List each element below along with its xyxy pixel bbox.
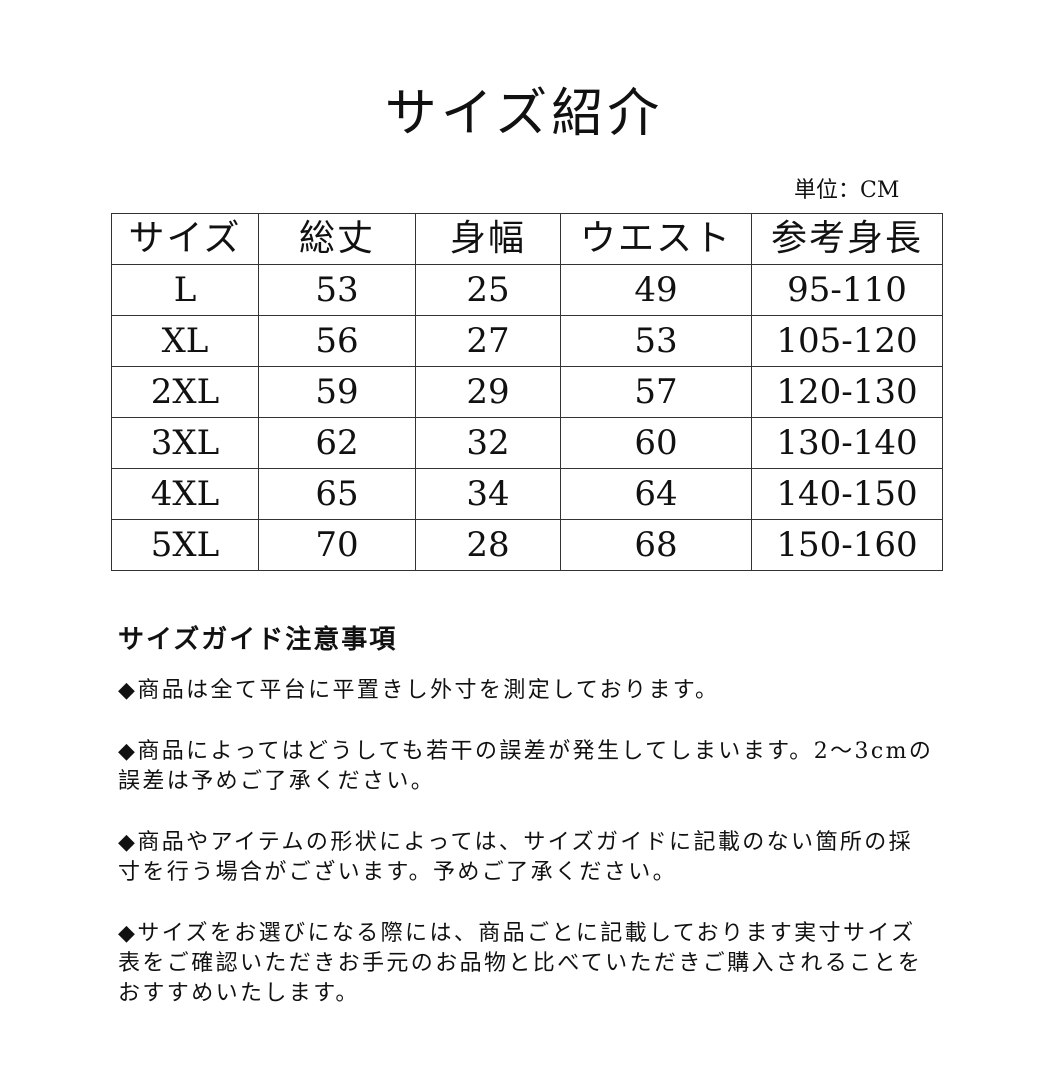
- header-waist: ウエスト: [560, 213, 752, 265]
- table-row: 3XL 62 32 60 130-140: [111, 417, 943, 469]
- table-row: 2XL 59 29 57 120-130: [111, 366, 943, 418]
- note-paragraph: ◆商品は全て平台に平置きし外寸を測定しております。: [118, 676, 938, 706]
- note-paragraph: ◆商品やアイテムの形状によっては、サイズガイドに記載のない箇所の採 寸を行う場合が…: [118, 828, 938, 888]
- note-line: 誤差は予めご了承ください。: [118, 769, 436, 794]
- size-table: サイズ 総丈 身幅 ウエスト 参考身長 L 53 25 49 95-110 XL 56 27 5…: [111, 213, 943, 571]
- note-line: ◆商品やアイテムの形状によっては、サイズガイドに記載のない箇所の採: [118, 830, 914, 855]
- table-cell: 2XL: [111, 366, 259, 418]
- table-cell: 49: [560, 264, 752, 316]
- table-cell: 29: [415, 366, 561, 418]
- header-height: 参考身長: [751, 213, 943, 265]
- table-cell: 130-140: [751, 417, 943, 469]
- notes-heading: サイズガイド注意事項: [118, 625, 398, 655]
- table-cell: 59: [258, 366, 416, 418]
- table-cell: 53: [258, 264, 416, 316]
- note-paragraph: ◆サイズをお選びになる際には、商品ごとに記載しております実寸サイズ 表をご確認いた…: [118, 919, 938, 1009]
- header-size: サイズ: [111, 213, 259, 265]
- table-cell: 56: [258, 315, 416, 367]
- table-cell: 60: [560, 417, 752, 469]
- table-row: L 53 25 49 95-110: [111, 264, 943, 316]
- notes-list: ◆商品は全て平台に平置きし外寸を測定しております。 ◆商品によってはどうしても若干…: [118, 676, 938, 1040]
- table-cell: 3XL: [111, 417, 259, 469]
- table-cell: L: [111, 264, 259, 316]
- table-cell: 25: [415, 264, 561, 316]
- table-cell: XL: [111, 315, 259, 367]
- note-line: ◆商品によってはどうしても若干の誤差が発生してしまいます。2～3cmの: [118, 739, 934, 764]
- table-cell: 150-160: [751, 519, 943, 571]
- table-cell: 57: [560, 366, 752, 418]
- note-line: 表をご確認いただきお手元のお品物と比べていただきご購入されることを: [118, 951, 923, 976]
- table-cell: 27: [415, 315, 561, 367]
- table-cell: 34: [415, 468, 561, 520]
- table-cell: 5XL: [111, 519, 259, 571]
- header-width: 身幅: [415, 213, 561, 265]
- unit-label: 単位：CM: [794, 178, 900, 203]
- table-cell: 65: [258, 468, 416, 520]
- note-line: ◆サイズをお選びになる際には、商品ごとに記載しております実寸サイズ: [118, 921, 916, 946]
- table-cell: 140-150: [751, 468, 943, 520]
- note-line: おすすめいたします。: [118, 981, 360, 1006]
- note-line: ◆商品は全て平台に平置きし外寸を測定しております。: [118, 678, 720, 703]
- table-cell: 68: [560, 519, 752, 571]
- table-cell: 28: [415, 519, 561, 571]
- table-row: 5XL 70 28 68 150-160: [111, 519, 943, 571]
- table-cell: 105-120: [751, 315, 943, 367]
- table-cell: 32: [415, 417, 561, 469]
- table-cell: 120-130: [751, 366, 943, 418]
- header-length: 総丈: [258, 213, 416, 265]
- table-row: 4XL 65 34 64 140-150: [111, 468, 943, 520]
- note-paragraph: ◆商品によってはどうしても若干の誤差が発生してしまいます。2～3cmの 誤差は予め…: [118, 737, 938, 797]
- table-cell: 70: [258, 519, 416, 571]
- table-cell: 64: [560, 468, 752, 520]
- page-title: サイズ紹介: [384, 84, 664, 144]
- note-line: 寸を行う場合がございます。予めご了承ください。: [118, 860, 678, 885]
- table-row: XL 56 27 53 105-120: [111, 315, 943, 367]
- table-cell: 95-110: [751, 264, 943, 316]
- table-cell: 4XL: [111, 468, 259, 520]
- table-cell: 62: [258, 417, 416, 469]
- table-header-row: サイズ 総丈 身幅 ウエスト 参考身長: [111, 213, 943, 265]
- table-cell: 53: [560, 315, 752, 367]
